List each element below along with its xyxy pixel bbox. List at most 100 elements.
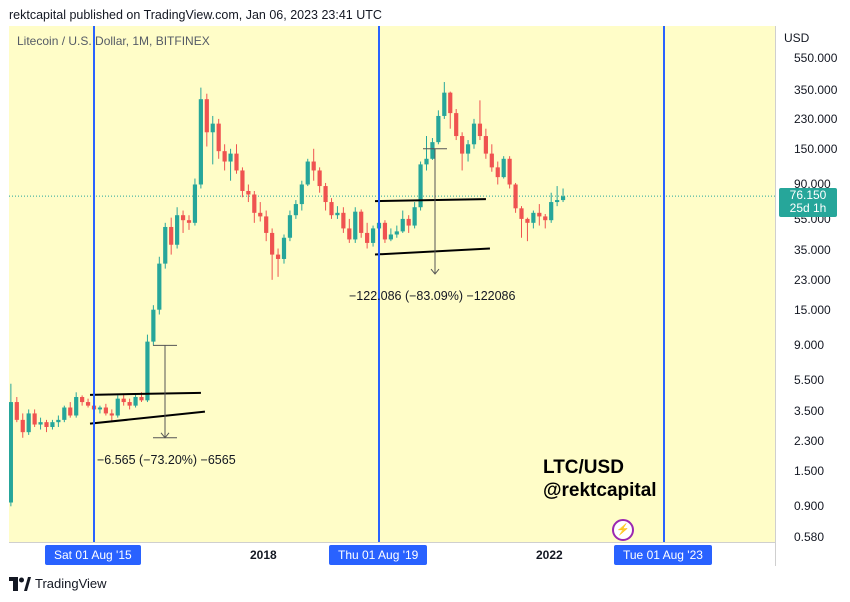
candle: [299, 184, 304, 205]
candle: [477, 123, 483, 137]
candle: [287, 215, 293, 238]
candle: [359, 211, 364, 233]
candle: [246, 190, 251, 195]
candle: [127, 402, 132, 406]
candle: [430, 142, 435, 159]
candle: [180, 215, 186, 221]
candle: [85, 402, 91, 406]
measure-arrow: [430, 268, 440, 275]
candle: [32, 413, 37, 425]
price-tick: 2.300: [794, 433, 825, 448]
candle: [412, 207, 417, 226]
candle: [311, 161, 316, 171]
candle: [50, 422, 55, 427]
candle: [139, 397, 144, 401]
chart-frame[interactable]: Litecoin / U.S. Dollar, 1M, BITFINEX −6.…: [9, 26, 844, 567]
candle: [424, 158, 429, 165]
candle: [80, 397, 85, 403]
candle: [394, 231, 399, 235]
candle: [121, 398, 126, 403]
candle: [305, 161, 310, 185]
time-axis[interactable]: Sat 01 Aug '15 2018 Thu 01 Aug '19 2022 …: [9, 542, 775, 567]
candle: [388, 234, 393, 240]
candle: [525, 218, 530, 223]
candle: [26, 413, 31, 433]
range-top-line: [374, 198, 486, 203]
candle: [264, 216, 269, 233]
price-tick: 350.000: [794, 82, 838, 97]
candle: [406, 218, 411, 226]
candle: [234, 153, 239, 171]
candle-countdown: 25d 1h: [789, 201, 827, 215]
candle: [323, 186, 328, 203]
candle: [353, 211, 358, 240]
candle: [317, 170, 322, 187]
candle: [382, 222, 388, 240]
candle: [560, 196, 566, 201]
candle: [198, 99, 203, 185]
candle: [270, 232, 275, 255]
candle: [133, 397, 138, 406]
currency-label: USD: [784, 31, 810, 45]
candle: [543, 216, 548, 221]
price-tick: 1.500: [794, 463, 825, 478]
watermark: LTC/USD @rektcapital: [543, 456, 657, 502]
candle: [210, 123, 215, 133]
candle: [9, 402, 13, 503]
candle: [258, 212, 263, 217]
price-axis[interactable]: USD 550.000 350.000 230.000 150.000 90.000 55…: [775, 26, 844, 566]
candle: [38, 422, 43, 425]
candle: [347, 228, 352, 240]
candle: [465, 144, 471, 154]
candle: [109, 413, 114, 416]
date-flag-2023: Tue 01 Aug '23: [614, 545, 712, 565]
last-price-value: 76.150: [789, 188, 827, 202]
candle: [293, 204, 298, 216]
candle: [20, 419, 25, 433]
candle: [186, 220, 192, 223]
candle: [169, 226, 174, 245]
date-flag-2015: Sat 01 Aug '15: [45, 545, 141, 565]
candle: [513, 184, 518, 209]
candle: [56, 419, 61, 423]
candle: [507, 158, 512, 185]
candle: [418, 164, 423, 208]
chart-plot-area[interactable]: Litecoin / U.S. Dollar, 1M, BITFINEX −6.…: [9, 26, 775, 542]
candle: [370, 228, 376, 243]
price-tick: 23.000: [794, 272, 831, 287]
range-bottom-line: [374, 247, 490, 256]
candle: [145, 341, 150, 401]
watermark-line-2: @rektcapital: [543, 480, 657, 501]
tradingview-logo-icon: [9, 576, 31, 591]
candle: [555, 200, 560, 203]
candle: [14, 402, 19, 420]
price-tick: 3.500: [794, 404, 825, 419]
candle: [62, 407, 67, 420]
candle: [151, 309, 156, 342]
candle: [549, 202, 554, 221]
candle: [400, 218, 405, 232]
candle: [252, 194, 257, 213]
candle: [329, 202, 334, 216]
watermark-line-1: LTC/USD: [543, 457, 624, 478]
candle: [454, 113, 459, 137]
footer: TradingView: [9, 576, 107, 591]
price-tick: 0.580: [794, 530, 825, 544]
price-tick: 230.000: [794, 111, 838, 126]
candlestick-plot[interactable]: [9, 26, 775, 542]
tradingview-brand: TradingView: [35, 576, 107, 591]
candle: [281, 237, 287, 259]
price-tick: 9.000: [794, 338, 825, 353]
candle: [531, 212, 536, 223]
lightning-icon[interactable]: ⚡: [612, 519, 634, 541]
candle: [519, 208, 524, 219]
candle: [97, 407, 103, 410]
price-tick: 5.500: [794, 372, 825, 387]
price-tick: 35.000: [794, 243, 831, 258]
candle: [436, 115, 441, 143]
candle: [157, 263, 162, 310]
candle: [204, 99, 209, 133]
price-tick: 150.000: [794, 141, 838, 156]
candle: [460, 136, 465, 154]
date-flag-2019: Thu 01 Aug '19: [329, 545, 428, 565]
